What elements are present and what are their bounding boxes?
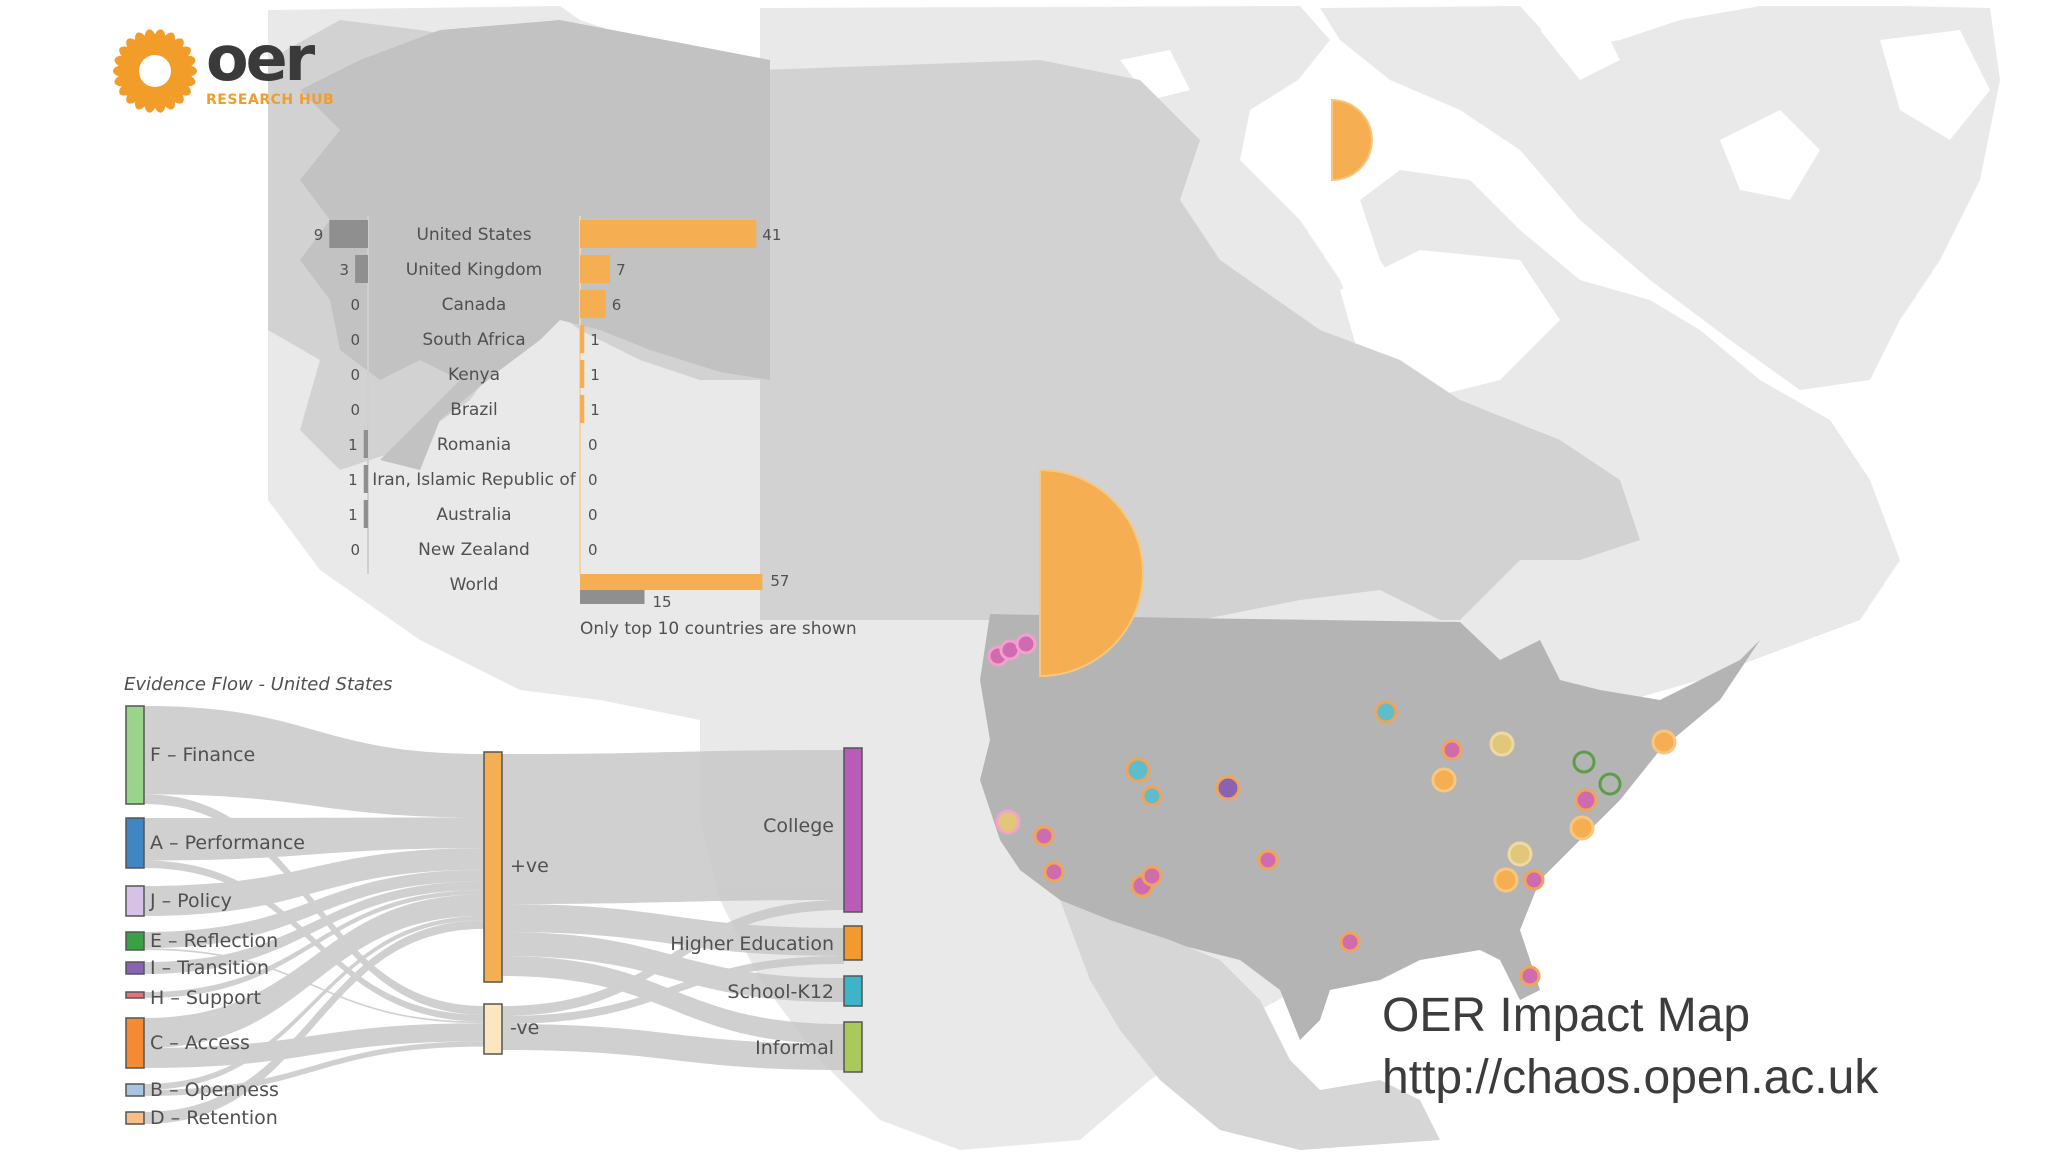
region-pie-northeast[interactable]: [1331, 98, 1373, 182]
evidence-point[interactable]: [1015, 633, 1037, 655]
evidence-point[interactable]: [1651, 729, 1677, 755]
evidence-point[interactable]: [1215, 775, 1241, 801]
evidence-point[interactable]: [1441, 739, 1463, 761]
evidence-point[interactable]: [1569, 815, 1595, 841]
oer-logo: oer RESEARCH HUB: [110, 22, 350, 122]
evidence-point[interactable]: [995, 809, 1021, 835]
evidence-point[interactable]: [1519, 965, 1541, 987]
evidence-point[interactable]: [1523, 869, 1545, 891]
evidence-point[interactable]: [1033, 825, 1055, 847]
evidence-point[interactable]: [1141, 865, 1163, 887]
sun-icon: [113, 29, 197, 113]
evidence-point[interactable]: [1493, 867, 1519, 893]
evidence-point[interactable]: [1572, 750, 1596, 774]
evidence-point[interactable]: [1574, 788, 1598, 812]
logo-subtitle: RESEARCH HUB: [206, 92, 335, 108]
evidence-point[interactable]: [1257, 849, 1279, 871]
evidence-point[interactable]: [1507, 841, 1533, 867]
evidence-point[interactable]: [1125, 757, 1151, 783]
map-united-states: [980, 614, 1760, 1040]
evidence-point[interactable]: [1489, 731, 1515, 757]
evidence-point[interactable]: [1431, 767, 1457, 793]
impact-map-title: OER Impact Map: [1382, 989, 1751, 1042]
map-mexico: [1060, 900, 1440, 1150]
evidence-point[interactable]: [1043, 861, 1065, 883]
impact-map-url[interactable]: http://chaos.open.ac.uk: [1382, 1051, 1879, 1104]
evidence-point[interactable]: [1598, 772, 1622, 796]
evidence-point[interactable]: [1374, 700, 1398, 724]
map-alaska: [300, 20, 770, 470]
evidence-point[interactable]: [1141, 785, 1163, 807]
evidence-point[interactable]: [1339, 931, 1361, 953]
region-pie-north-america[interactable]: [1033, 468, 1144, 678]
logo-word: oer: [206, 22, 315, 95]
pie-orange-slice: [1039, 468, 1144, 678]
evidence-points: [987, 633, 1677, 987]
